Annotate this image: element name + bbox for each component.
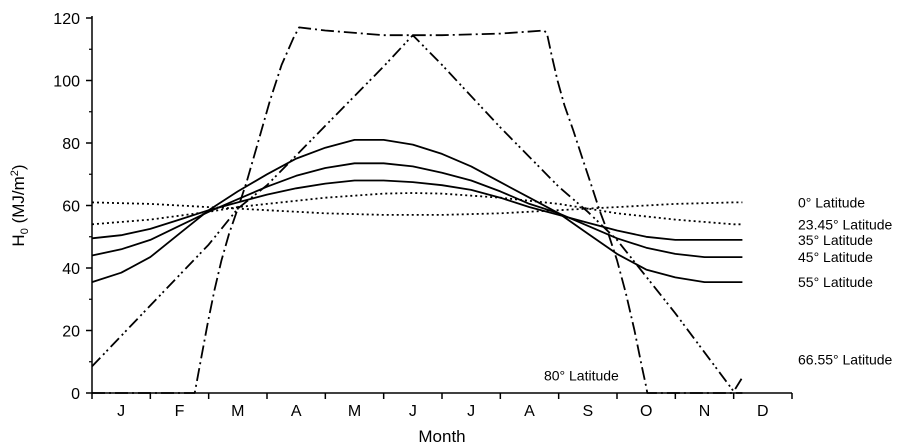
y-axis-title: H0 (MJ/m2) [9, 164, 31, 246]
series-label: 80° Latitude [544, 368, 619, 384]
series-line [91, 162, 743, 259]
series-label: 23.45° Latitude [798, 216, 893, 232]
y-axis-title-subscript: 0 [19, 228, 31, 234]
x-tick-label: F [175, 403, 185, 420]
axes [91, 16, 792, 394]
series-line [91, 34, 744, 393]
series-label: 0° Latitude [798, 194, 865, 210]
x-tick-label: S [582, 403, 593, 420]
y-tick-label: 20 [62, 324, 80, 341]
y-tick-label: 0 [71, 386, 80, 403]
y-ticks: 0 20 40 60 80 100 120 [53, 11, 92, 403]
y-axis-title-symbol: H [9, 234, 28, 246]
y-tick-label: 60 [62, 199, 80, 216]
series-line [91, 201, 743, 216]
x-tick-label: J [467, 403, 475, 420]
y-axis-title-superscript: 2 [9, 170, 21, 176]
series-line [91, 192, 743, 226]
series-lines [91, 26, 744, 394]
series-label: 66.55° Latitude [798, 351, 893, 367]
y-axis-title-units: (MJ/m [9, 176, 28, 228]
x-tick-label: M [348, 403, 361, 420]
y-axis-title-close: ) [9, 164, 28, 170]
x-tick-label: A [291, 403, 302, 420]
x-tick-label: A [524, 403, 535, 420]
y-tick-label: 100 [53, 74, 80, 91]
x-axis-title: Month [418, 427, 465, 446]
y-tick-label: 80 [62, 136, 80, 153]
x-tick-label: D [757, 403, 769, 420]
x-tick-label: N [699, 403, 711, 420]
x-tick-label: J [117, 403, 125, 420]
series-label: 35° Latitude [798, 232, 873, 248]
x-tick-label: O [640, 403, 652, 420]
series-line [92, 26, 743, 394]
series-line [91, 179, 743, 241]
series-label: 55° Latitude [798, 274, 873, 290]
x-tick-label: J [409, 403, 417, 420]
y-tick-label: 120 [53, 11, 80, 28]
y-tick-label: 40 [62, 261, 80, 278]
series-line [91, 138, 743, 284]
series-label: 45° Latitude [798, 249, 873, 265]
x-tick-label: M [231, 403, 244, 420]
